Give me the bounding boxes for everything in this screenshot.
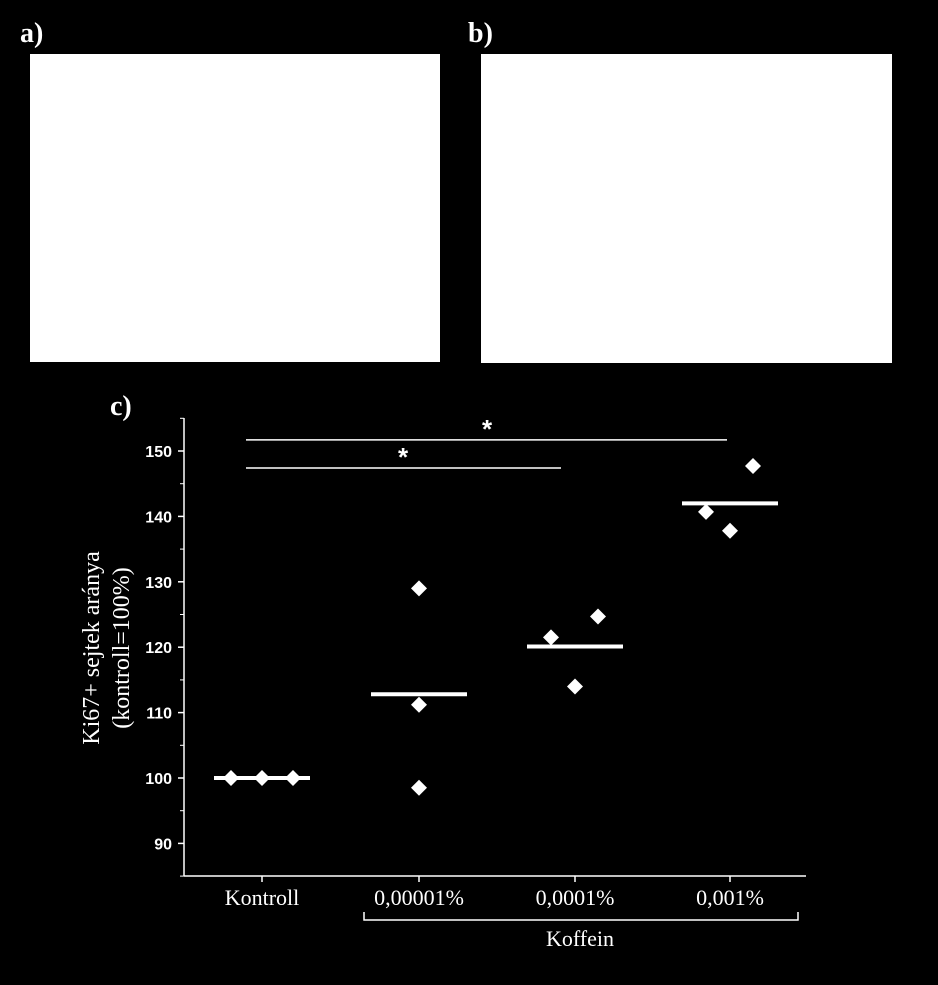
data-point — [745, 458, 761, 475]
x-tick-label: 0,001% — [696, 885, 764, 910]
y-tick-label: 150 — [145, 444, 172, 461]
chart-axes — [183, 418, 806, 877]
x-label-group: Kontroll 0,00001% 0,0001% 0,001% Koffein — [225, 876, 799, 951]
panel-label-a: a) — [20, 18, 44, 49]
data-point — [285, 770, 301, 786]
data-point — [698, 503, 714, 520]
data-point — [411, 696, 427, 713]
group-label: Koffein — [546, 926, 614, 951]
y-tick-label: 120 — [145, 640, 172, 657]
y-tick-label: 140 — [145, 509, 172, 526]
group-bracket — [363, 912, 799, 921]
x-tick-label: 0,00001% — [374, 885, 464, 910]
data-point — [223, 770, 239, 786]
data-point — [411, 580, 427, 597]
panel-label-c: c) — [110, 391, 132, 422]
x-tick-label: Kontroll — [225, 885, 300, 910]
y-tick-label: 110 — [146, 706, 172, 723]
data-point — [567, 678, 583, 695]
data-point-group — [223, 458, 761, 796]
significance-star: * — [482, 414, 493, 444]
data-point — [590, 608, 606, 625]
data-point — [411, 779, 427, 796]
mean-line-group — [214, 501, 778, 780]
significance-group: ** — [246, 414, 727, 472]
y-axis-label-line1: Ki67+ sejtek aránya — [79, 551, 105, 745]
y-axis-label-line2: (kontroll=100%) — [109, 567, 135, 729]
data-point — [722, 522, 738, 539]
x-tick-label: 0,0001% — [536, 885, 615, 910]
y-tick-group: 90 100 110 120 130 140 150 — [145, 417, 184, 877]
y-tick-label: 130 — [145, 575, 172, 592]
image-panel-b — [481, 54, 892, 363]
y-tick-label: 100 — [145, 771, 172, 788]
image-panel-a — [30, 54, 440, 362]
data-point — [254, 770, 270, 786]
data-point — [543, 629, 559, 646]
significance-star: * — [398, 442, 409, 472]
panel-label-b: b) — [468, 18, 493, 49]
y-tick-label: 90 — [154, 836, 172, 853]
